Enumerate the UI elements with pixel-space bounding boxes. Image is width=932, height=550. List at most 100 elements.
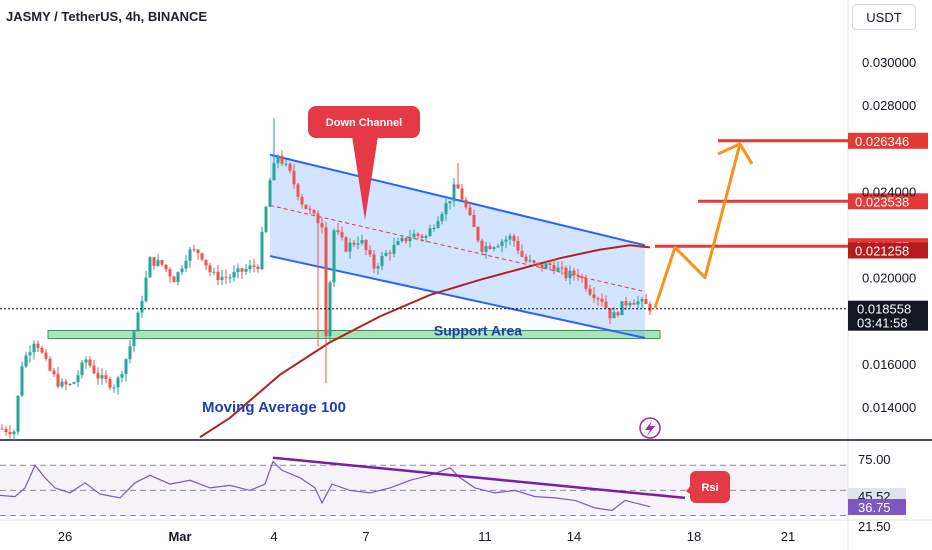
candle-body xyxy=(248,265,252,269)
candle-body xyxy=(624,301,628,306)
countdown-label: 03:41:58 xyxy=(857,316,908,331)
candle-body xyxy=(328,282,332,337)
candle-body xyxy=(620,301,624,316)
candle-body xyxy=(412,233,416,238)
candle-body xyxy=(608,308,612,319)
price-axis-tick-label: 0.020000 xyxy=(862,271,916,286)
time-axis-tick-label: 14 xyxy=(567,529,581,544)
down-channel-callout-box xyxy=(308,106,420,138)
candle-body xyxy=(260,231,264,269)
candle-body xyxy=(516,240,520,251)
candle-body xyxy=(104,375,108,379)
candle-body xyxy=(372,254,376,269)
candle-body xyxy=(340,232,344,238)
candle-body xyxy=(420,235,424,238)
candle-body xyxy=(436,221,440,228)
candle-body xyxy=(28,352,32,356)
time-axis-layer: 26 Mar 4 7 11 14 18 21 xyxy=(58,529,795,544)
candle-body xyxy=(164,264,168,270)
candle-body xyxy=(208,265,212,273)
levels-layer: 0.0263460.0235380.0214570.0212580.018558… xyxy=(0,132,928,331)
time-axis-tick-label: Mar xyxy=(168,529,191,544)
candle-body xyxy=(380,255,384,267)
candle-body xyxy=(308,208,312,210)
candle-body xyxy=(4,429,8,432)
last-price-label: 0.018558 xyxy=(857,302,911,317)
level-price-tag-label: 0.026346 xyxy=(855,134,909,149)
candle-body xyxy=(444,203,448,215)
candle-body xyxy=(100,375,104,379)
candle-body xyxy=(176,272,180,283)
candle-body xyxy=(616,312,620,316)
candle-body xyxy=(612,312,616,319)
candle-body xyxy=(8,432,12,435)
candle-body xyxy=(476,227,480,241)
candle-body xyxy=(500,241,504,246)
rsi-callout-box xyxy=(690,471,730,503)
rsi-axis-tick-label: 36.75 xyxy=(858,500,891,515)
candle-body xyxy=(52,370,56,375)
candle-body xyxy=(588,288,592,295)
candle-body xyxy=(452,184,456,202)
candle-body xyxy=(508,235,512,240)
candle-body xyxy=(520,250,524,257)
candle-body xyxy=(188,249,192,261)
candle-body xyxy=(484,245,488,252)
candle-body xyxy=(224,276,228,278)
candle-body xyxy=(60,381,64,387)
candle-body xyxy=(344,237,348,252)
candle-body xyxy=(496,246,500,248)
candle-body xyxy=(604,301,608,308)
candle-body xyxy=(424,236,428,238)
candle-body xyxy=(316,213,320,224)
rsi-layer xyxy=(0,456,686,512)
candle-body xyxy=(284,163,288,165)
rsi-axis-tag xyxy=(848,499,906,515)
price-axis-tick-label: 0.030000 xyxy=(862,55,916,70)
candle-body xyxy=(32,343,36,353)
candle-body xyxy=(332,230,336,283)
candle-body xyxy=(180,268,184,273)
candle-body xyxy=(440,214,444,222)
projection-layer xyxy=(653,142,754,309)
candle-body xyxy=(44,352,48,359)
candle-body xyxy=(408,237,412,242)
candle-body xyxy=(92,365,96,374)
candle-body xyxy=(124,359,128,375)
candle-body xyxy=(600,298,604,302)
level-price-tag-label: 0.023538 xyxy=(855,194,909,209)
candle-body xyxy=(456,184,460,189)
candle-body xyxy=(304,204,308,209)
candle-body xyxy=(360,240,364,244)
candle-body xyxy=(168,269,172,277)
candle-body xyxy=(560,267,564,269)
currency-button[interactable]: USDT xyxy=(852,4,916,30)
candle-body xyxy=(88,359,92,366)
price-axis-tick-label: 0.024000 xyxy=(862,184,916,199)
candle-body xyxy=(120,374,124,378)
moving-average-label: Moving Average 100 xyxy=(202,399,346,416)
candle-body xyxy=(172,276,176,283)
candle-body xyxy=(460,188,464,200)
candle-body xyxy=(24,355,28,367)
candle-body xyxy=(572,270,576,275)
candle-body xyxy=(564,267,568,279)
rsi-axis-tick-label: 75.00 xyxy=(858,452,891,467)
time-axis-tick-label: 26 xyxy=(58,529,72,544)
candle-body xyxy=(228,277,232,279)
candle-body xyxy=(552,265,556,271)
candle-body xyxy=(80,362,84,376)
candle-body xyxy=(336,230,340,233)
candle-body xyxy=(72,382,76,384)
candle-body xyxy=(364,240,368,250)
candle-body xyxy=(544,263,548,269)
candle-body xyxy=(568,270,572,279)
candle-body xyxy=(556,267,560,271)
candle-body xyxy=(448,201,452,204)
level-price-tag-label: 0.021258 xyxy=(855,244,909,259)
candle-body xyxy=(468,207,472,216)
candle-body xyxy=(184,260,188,269)
moving-average-line xyxy=(199,244,651,439)
candle-body xyxy=(156,260,160,266)
